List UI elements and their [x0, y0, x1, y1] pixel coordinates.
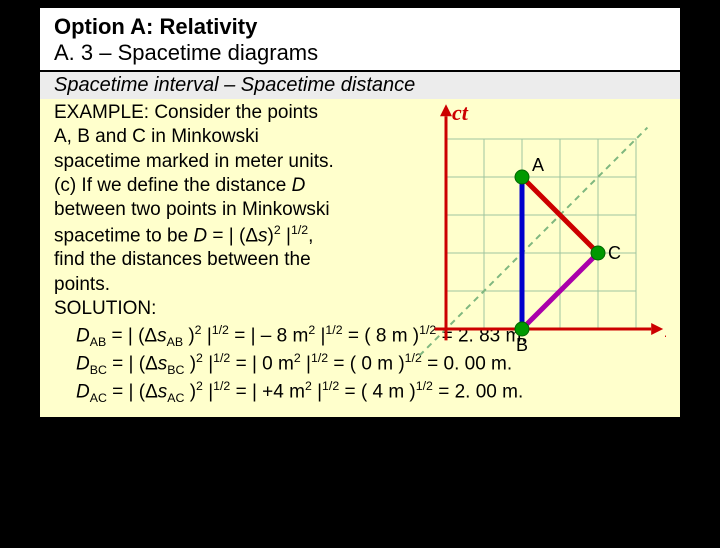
svg-text:x: x [664, 317, 666, 342]
subtitle: A. 3 – Spacetime diagrams [54, 40, 666, 66]
slide-body: EXAMPLE: Consider the points A, B and C … [40, 99, 680, 417]
slide-header: Option A: Relativity A. 3 – Spacetime di… [40, 8, 680, 72]
line: (c) If we define the distance D [54, 174, 414, 198]
section-band: Spacetime interval – Spacetime distance [40, 72, 680, 99]
line: points. [54, 273, 414, 297]
line: find the distances between the [54, 248, 414, 272]
example-text: EXAMPLE: Consider the points A, B and C … [54, 101, 414, 321]
spacetime-diagram: ct x A B C [416, 99, 666, 359]
svg-text:C: C [608, 243, 621, 263]
solution-label: SOLUTION: [54, 297, 414, 321]
svg-text:A: A [532, 155, 544, 175]
title: Option A: Relativity [54, 14, 666, 40]
line: spacetime to be D = | (Δs)2 |1/2, [54, 223, 414, 249]
calc-row: DAC = | (ΔsAC )2 |1/2 = | +4 m2 |1/2 = (… [54, 379, 666, 407]
line: A, B and C in Minkowski [54, 125, 414, 149]
line: spacetime marked in meter units. [54, 150, 414, 174]
line: EXAMPLE: Consider the points [54, 101, 414, 125]
slide: Option A: Relativity A. 3 – Spacetime di… [40, 8, 680, 417]
svg-text:ct: ct [452, 100, 469, 125]
svg-text:B: B [516, 335, 528, 355]
line: between two points in Minkowski [54, 198, 414, 222]
